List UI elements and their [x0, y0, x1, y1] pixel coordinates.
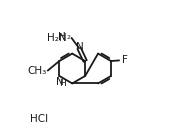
- Text: H: H: [59, 79, 66, 88]
- Text: F: F: [122, 55, 128, 65]
- Text: H: H: [58, 32, 66, 42]
- Text: CH₃: CH₃: [28, 65, 47, 75]
- Text: H₂N: H₂N: [47, 33, 67, 43]
- Text: HCl: HCl: [30, 114, 48, 124]
- Text: N: N: [56, 77, 64, 87]
- Text: N: N: [76, 42, 84, 52]
- Text: $_2$: $_2$: [66, 33, 72, 42]
